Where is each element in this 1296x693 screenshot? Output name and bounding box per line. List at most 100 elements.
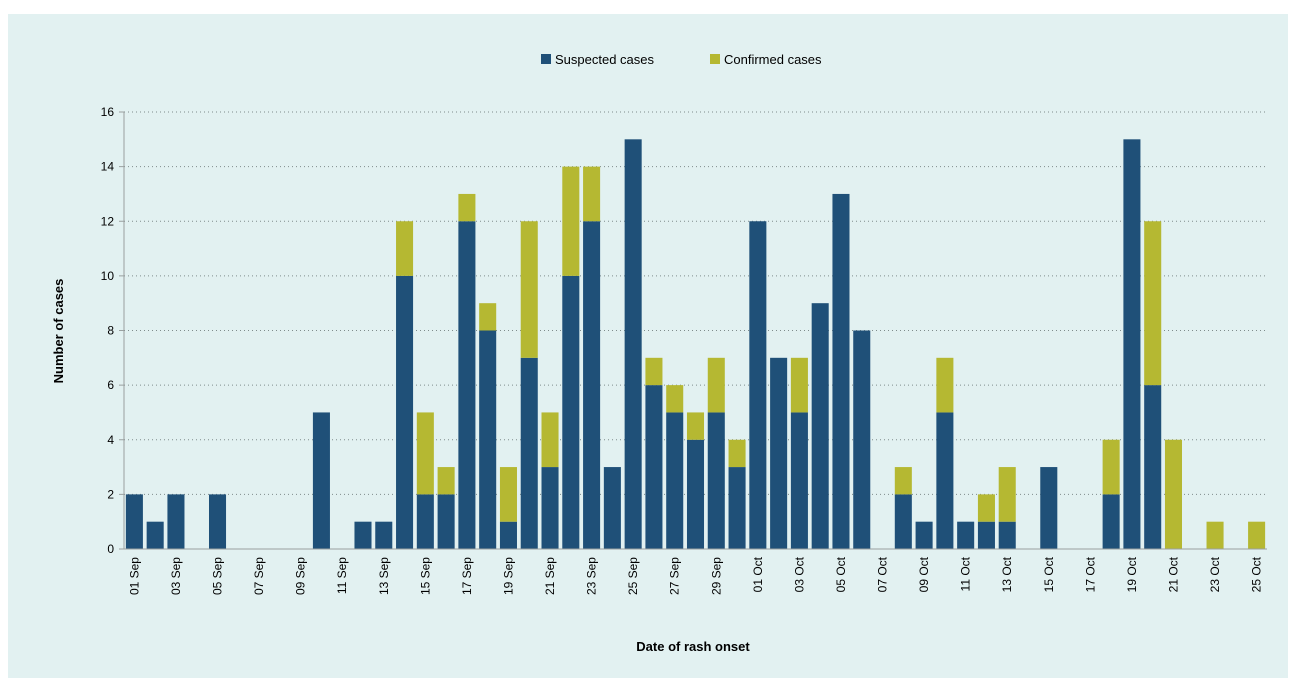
bar-suspected	[957, 521, 975, 549]
bar-suspected	[208, 494, 227, 549]
legend-confirmed-label: Confirmed cases	[724, 52, 822, 67]
y-tick-label: 12	[101, 214, 115, 228]
bar-suspected	[998, 521, 1016, 549]
bar-confirmed	[1206, 521, 1224, 549]
y-tick-label: 2	[107, 487, 114, 501]
y-tick-label: 16	[101, 105, 115, 119]
bar-confirmed	[1102, 439, 1120, 495]
bar-suspected	[1102, 494, 1120, 549]
bar-suspected	[125, 494, 143, 549]
legend: Suspected cases Confirmed cases	[541, 52, 822, 67]
x-tick-label: 07 Sep	[252, 557, 266, 595]
x-tick-label: 21 Sep	[543, 557, 557, 595]
bar-confirmed	[1144, 221, 1162, 386]
bar-confirmed	[707, 357, 725, 413]
y-tick-label: 6	[107, 378, 114, 392]
bar-suspected	[541, 467, 559, 549]
x-tick-label: 25 Sep	[626, 557, 640, 595]
bar-suspected	[375, 521, 393, 549]
bar-suspected	[811, 303, 829, 549]
y-tick-label: 14	[101, 160, 115, 174]
bar-suspected	[479, 330, 497, 549]
x-tick-label: 21 Oct	[1166, 556, 1180, 592]
bar-confirmed	[520, 221, 538, 358]
x-tick-label: 23 Oct	[1208, 556, 1222, 592]
bar-suspected	[312, 412, 330, 549]
bar-suspected	[396, 275, 414, 549]
x-tick-label: 05 Oct	[834, 556, 848, 592]
bar-confirmed	[728, 439, 746, 468]
bars	[125, 139, 1266, 549]
bar-suspected	[167, 494, 185, 549]
x-tick-label: 15 Oct	[1042, 556, 1056, 592]
bar-suspected	[894, 494, 912, 549]
bar-suspected	[936, 412, 954, 549]
bar-suspected	[603, 467, 621, 549]
x-tick-label: 29 Sep	[709, 557, 723, 595]
x-tick-label: 17 Sep	[460, 557, 474, 595]
bar-suspected	[977, 521, 995, 549]
x-tick-label: 23 Sep	[585, 557, 599, 595]
bar-suspected	[499, 521, 517, 549]
legend-confirmed-swatch	[710, 54, 720, 64]
x-tick-label: 13 Sep	[377, 557, 391, 595]
bar-confirmed	[437, 467, 455, 495]
legend-suspected-swatch	[541, 54, 551, 64]
bar-suspected	[707, 412, 725, 549]
bar-confirmed	[1248, 521, 1266, 549]
x-tick-label: 27 Sep	[668, 557, 682, 595]
bar-confirmed	[1164, 439, 1183, 549]
bar-confirmed	[396, 221, 414, 276]
bar-suspected	[562, 275, 580, 549]
bar-confirmed	[458, 193, 476, 222]
bar-suspected	[770, 357, 788, 549]
legend-suspected-label: Suspected cases	[555, 52, 655, 67]
bar-confirmed	[416, 412, 434, 495]
bar-suspected	[749, 221, 767, 549]
bar-suspected	[645, 385, 663, 549]
x-tick-label: 11 Oct	[959, 556, 973, 591]
bar-suspected	[728, 467, 746, 549]
bar-confirmed	[562, 166, 580, 276]
x-tick-label: 19 Sep	[501, 557, 515, 595]
bar-confirmed	[499, 467, 517, 522]
bar-suspected	[583, 221, 601, 549]
bar-confirmed	[686, 412, 705, 440]
x-tick-label: 19 Oct	[1125, 556, 1139, 592]
bar-suspected	[1040, 467, 1058, 549]
x-axis-title: Date of rash onset	[636, 639, 750, 654]
bar-confirmed	[479, 303, 497, 331]
bar-suspected	[1144, 385, 1162, 549]
x-tick-label: 11 Sep	[335, 557, 349, 594]
bar-confirmed	[645, 357, 663, 386]
bar-suspected	[832, 193, 850, 549]
bar-confirmed	[977, 494, 995, 522]
x-tick-label: 25 Oct	[1250, 556, 1264, 592]
bar-suspected	[354, 521, 372, 549]
bar-suspected	[520, 357, 538, 549]
x-tick-label: 03 Sep	[169, 557, 183, 595]
x-tick-label: 15 Sep	[418, 557, 432, 595]
y-tick-label: 8	[107, 324, 114, 338]
y-axis-title: Number of cases	[51, 279, 66, 384]
x-tick-label: 05 Sep	[211, 557, 225, 595]
bar-suspected	[915, 521, 933, 549]
bar-suspected	[790, 412, 808, 549]
bar-confirmed	[894, 467, 912, 495]
bar-confirmed	[583, 166, 601, 222]
x-tick-label: 07 Oct	[876, 556, 890, 592]
y-tick-labels: 0 2 4 6 8 10 12 14 16	[101, 105, 124, 556]
y-tick-label: 4	[107, 433, 114, 447]
x-tick-label: 03 Oct	[792, 556, 806, 592]
bar-confirmed	[541, 412, 559, 468]
bar-suspected	[686, 439, 705, 549]
x-tick-label: 09 Oct	[917, 556, 931, 592]
x-tick-labels: 01 Sep 03 Sep 05 Sep 07 Sep 09 Sep 11 Sep 13 S…	[127, 556, 1263, 595]
x-tick-label: 17 Oct	[1083, 556, 1097, 592]
bar-suspected	[458, 221, 476, 549]
bar-confirmed	[998, 467, 1016, 522]
bar-suspected	[416, 494, 434, 549]
bar-suspected	[853, 330, 871, 549]
x-tick-label: 13 Oct	[1000, 556, 1014, 592]
bar-confirmed	[790, 357, 808, 413]
